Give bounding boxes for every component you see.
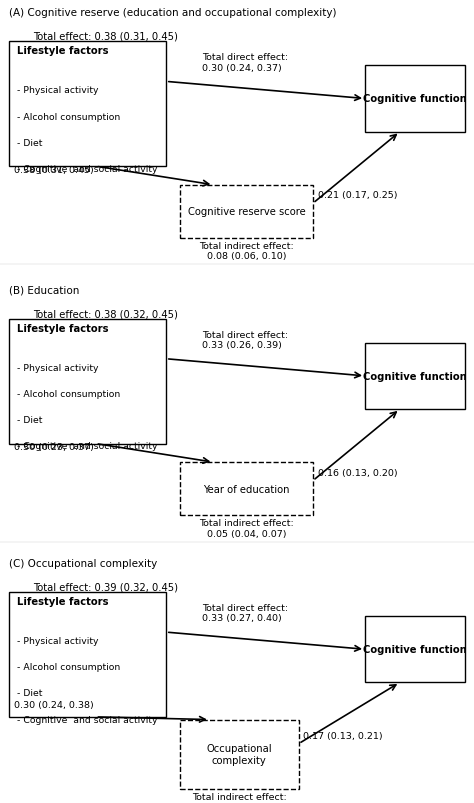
FancyBboxPatch shape (180, 185, 313, 238)
Text: 0.30 (0.23, 0.37): 0.30 (0.23, 0.37) (14, 443, 94, 452)
Text: - Alcohol consumption: - Alcohol consumption (17, 389, 120, 398)
Text: 0.21 (0.17, 0.25): 0.21 (0.17, 0.25) (318, 191, 397, 200)
FancyBboxPatch shape (9, 593, 166, 717)
Text: Year of education: Year of education (203, 484, 290, 494)
FancyBboxPatch shape (365, 617, 465, 683)
Text: (C) Occupational complexity: (C) Occupational complexity (9, 558, 158, 568)
Text: - Cognitive  and social activity: - Cognitive and social activity (17, 715, 157, 724)
FancyBboxPatch shape (180, 719, 299, 789)
Text: - Physical activity: - Physical activity (17, 363, 98, 373)
FancyBboxPatch shape (365, 344, 465, 410)
Text: - Diet: - Diet (17, 416, 42, 425)
Text: Total direct effect:
0.33 (0.26, 0.39): Total direct effect: 0.33 (0.26, 0.39) (202, 330, 288, 349)
FancyBboxPatch shape (180, 463, 313, 516)
Text: Lifestyle factors: Lifestyle factors (17, 324, 108, 333)
Text: - Physical activity: - Physical activity (17, 86, 98, 96)
Text: - Diet: - Diet (17, 139, 42, 148)
Text: Total indirect effect:
0.05 (0.04, 0.07): Total indirect effect: 0.05 (0.04, 0.07) (199, 519, 294, 538)
Text: Total effect: 0.39 (0.32, 0.45): Total effect: 0.39 (0.32, 0.45) (33, 582, 178, 592)
Text: - Alcohol consumption: - Alcohol consumption (17, 112, 120, 121)
Text: Lifestyle factors: Lifestyle factors (17, 47, 108, 56)
FancyBboxPatch shape (9, 320, 166, 444)
Text: (A) Cognitive reserve (education and occupational complexity): (A) Cognitive reserve (education and occ… (9, 8, 337, 18)
Text: Lifestyle factors: Lifestyle factors (17, 597, 108, 606)
Text: Cognitive function: Cognitive function (363, 95, 466, 104)
Text: Total effect: 0.38 (0.31, 0.45): Total effect: 0.38 (0.31, 0.45) (33, 32, 178, 42)
Text: Occupational
complexity: Occupational complexity (207, 744, 272, 765)
Text: Total direct effect:
0.30 (0.24, 0.37): Total direct effect: 0.30 (0.24, 0.37) (202, 53, 288, 72)
Text: Cognitive reserve score: Cognitive reserve score (188, 207, 305, 217)
Text: 0.16 (0.13, 0.20): 0.16 (0.13, 0.20) (318, 468, 397, 477)
Text: Total indirect effect:
0.05 (0.04, 0.07): Total indirect effect: 0.05 (0.04, 0.07) (192, 792, 287, 803)
Text: - Physical activity: - Physical activity (17, 636, 98, 646)
Text: Total effect: 0.38 (0.32, 0.45): Total effect: 0.38 (0.32, 0.45) (33, 309, 178, 319)
FancyBboxPatch shape (9, 43, 166, 167)
Text: 0.38 (0.31, 0.45): 0.38 (0.31, 0.45) (14, 166, 94, 175)
Text: Cognitive function: Cognitive function (363, 372, 466, 381)
Text: Total indirect effect:
0.08 (0.06, 0.10): Total indirect effect: 0.08 (0.06, 0.10) (199, 242, 294, 261)
Text: 0.17 (0.13, 0.21): 0.17 (0.13, 0.21) (303, 731, 383, 740)
Text: - Alcohol consumption: - Alcohol consumption (17, 662, 120, 671)
Text: - Cognitive  and social activity: - Cognitive and social activity (17, 442, 157, 450)
Text: - Diet: - Diet (17, 689, 42, 698)
Text: - Cognitive  and social activity: - Cognitive and social activity (17, 165, 157, 173)
Text: (B) Education: (B) Education (9, 285, 80, 295)
Text: Cognitive function: Cognitive function (363, 645, 466, 654)
FancyBboxPatch shape (365, 67, 465, 132)
Text: 0.30 (0.24, 0.38): 0.30 (0.24, 0.38) (14, 700, 94, 709)
Text: Total direct effect:
0.33 (0.27, 0.40): Total direct effect: 0.33 (0.27, 0.40) (202, 603, 288, 622)
